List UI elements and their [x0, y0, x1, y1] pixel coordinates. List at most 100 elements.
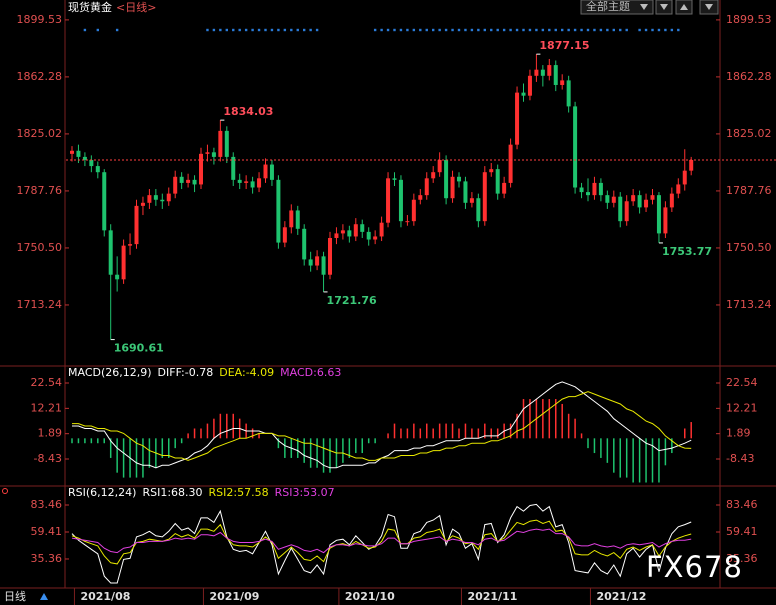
legend-entry: RSI2:57.58: [209, 486, 269, 499]
x-tick-label: 2021/08: [80, 590, 130, 603]
signal-dot: [464, 28, 467, 32]
icon: [660, 4, 668, 10]
candle-body: [437, 159, 442, 173]
candle-body: [186, 179, 191, 183]
signal-dot: [509, 28, 512, 32]
candle-body: [147, 195, 152, 203]
signal-dot: [625, 28, 628, 32]
y-tick-label: -8.43: [34, 452, 62, 465]
candle-body: [495, 169, 500, 194]
signal-dot: [399, 28, 403, 32]
signal-dot: [296, 28, 299, 32]
signal-dot: [393, 28, 396, 32]
signal-dot: [277, 28, 280, 32]
y-tick-label: 83.46: [726, 498, 758, 511]
candle-body: [669, 193, 674, 208]
legend-entry: DEA:-4.09: [219, 366, 274, 379]
extreme-label: 1877.15: [539, 39, 589, 52]
signal-dot: [438, 28, 441, 32]
theme-button[interactable]: 全部主题: [586, 0, 630, 13]
watermark: FX678: [646, 550, 743, 584]
candle-body: [224, 130, 229, 157]
signal-dot: [573, 28, 577, 32]
legend-entry: DIFF:-0.78: [158, 366, 214, 379]
signal-dot: [677, 28, 680, 32]
candle-body: [95, 166, 100, 173]
candle-body: [276, 179, 281, 243]
candle-body: [250, 181, 255, 188]
y-tick-label: 35.36: [31, 552, 63, 565]
signal-dot: [535, 28, 538, 32]
signal-dot: [483, 28, 486, 32]
signal-dot: [232, 28, 235, 32]
candle-body: [553, 65, 558, 85]
footer-period[interactable]: 日线: [4, 589, 26, 603]
candle-body: [540, 69, 545, 76]
series-line: [71, 528, 692, 554]
candle-body: [211, 152, 216, 157]
signal-dot: [96, 28, 99, 32]
x-tick-label: 2021/11: [467, 590, 517, 603]
candle-body: [508, 144, 513, 183]
signal-dot: [225, 28, 228, 32]
candle-body: [482, 172, 487, 222]
signal-dot: [580, 28, 583, 32]
series-line: [71, 503, 692, 584]
candle-body: [502, 182, 507, 194]
candle-body: [269, 164, 274, 180]
y-tick-label: 1862.28: [726, 70, 772, 83]
candle-body: [153, 195, 158, 200]
signal-dot: [496, 28, 499, 32]
candle-body: [340, 230, 345, 234]
y-tick-label: 1713.24: [17, 298, 63, 311]
signal-dot: [219, 28, 222, 32]
theme-button-box[interactable]: [580, 0, 654, 15]
candle-body: [366, 231, 371, 240]
candle-body: [199, 153, 203, 185]
candle-body: [644, 199, 649, 208]
y-tick-label: 1713.24: [726, 298, 772, 311]
signal-dot: [638, 28, 641, 32]
candle-body: [476, 198, 481, 222]
signal-dot: [373, 28, 377, 32]
candle-body: [515, 92, 520, 145]
candle-body: [102, 172, 107, 231]
signal-dot: [599, 28, 603, 32]
candle-body: [469, 198, 474, 203]
candle-body: [560, 80, 565, 85]
candle-body: [586, 192, 590, 196]
dropdown-arrow: [640, 4, 648, 10]
signal-dot: [515, 28, 519, 32]
candle-body: [579, 187, 584, 193]
candle-body: [457, 176, 461, 182]
candle-body: [257, 178, 262, 188]
candle-body: [663, 207, 668, 234]
candle-body: [605, 195, 610, 203]
signal-dot: [490, 28, 493, 32]
legend-entry: MACD:6.63: [280, 366, 341, 379]
candle-body: [108, 230, 113, 275]
y-tick-label: 12.21: [31, 401, 63, 414]
candle-body: [321, 256, 326, 275]
candle-body: [618, 196, 623, 222]
signal-dot: [406, 28, 409, 32]
signal-dot: [606, 28, 609, 32]
signal-dot: [83, 28, 87, 32]
signal-dot: [612, 28, 615, 32]
series-line: [71, 519, 692, 565]
signal-dot: [554, 28, 557, 32]
y-tick-label: 1862.28: [17, 70, 63, 83]
y-tick-label: 35.36: [726, 552, 758, 565]
candle-body: [405, 221, 410, 223]
candle-body: [121, 245, 126, 280]
signal-dot: [593, 28, 596, 32]
candle-body: [682, 170, 687, 185]
candle-body: [547, 65, 552, 76]
candle-body: [179, 176, 184, 183]
signal-dot: [303, 28, 306, 32]
y-tick-label: 22.54: [726, 376, 758, 389]
candle-body: [231, 156, 236, 180]
candle-body: [244, 181, 249, 183]
signal-dot: [251, 28, 254, 32]
period-label[interactable]: <日线>: [116, 0, 156, 14]
